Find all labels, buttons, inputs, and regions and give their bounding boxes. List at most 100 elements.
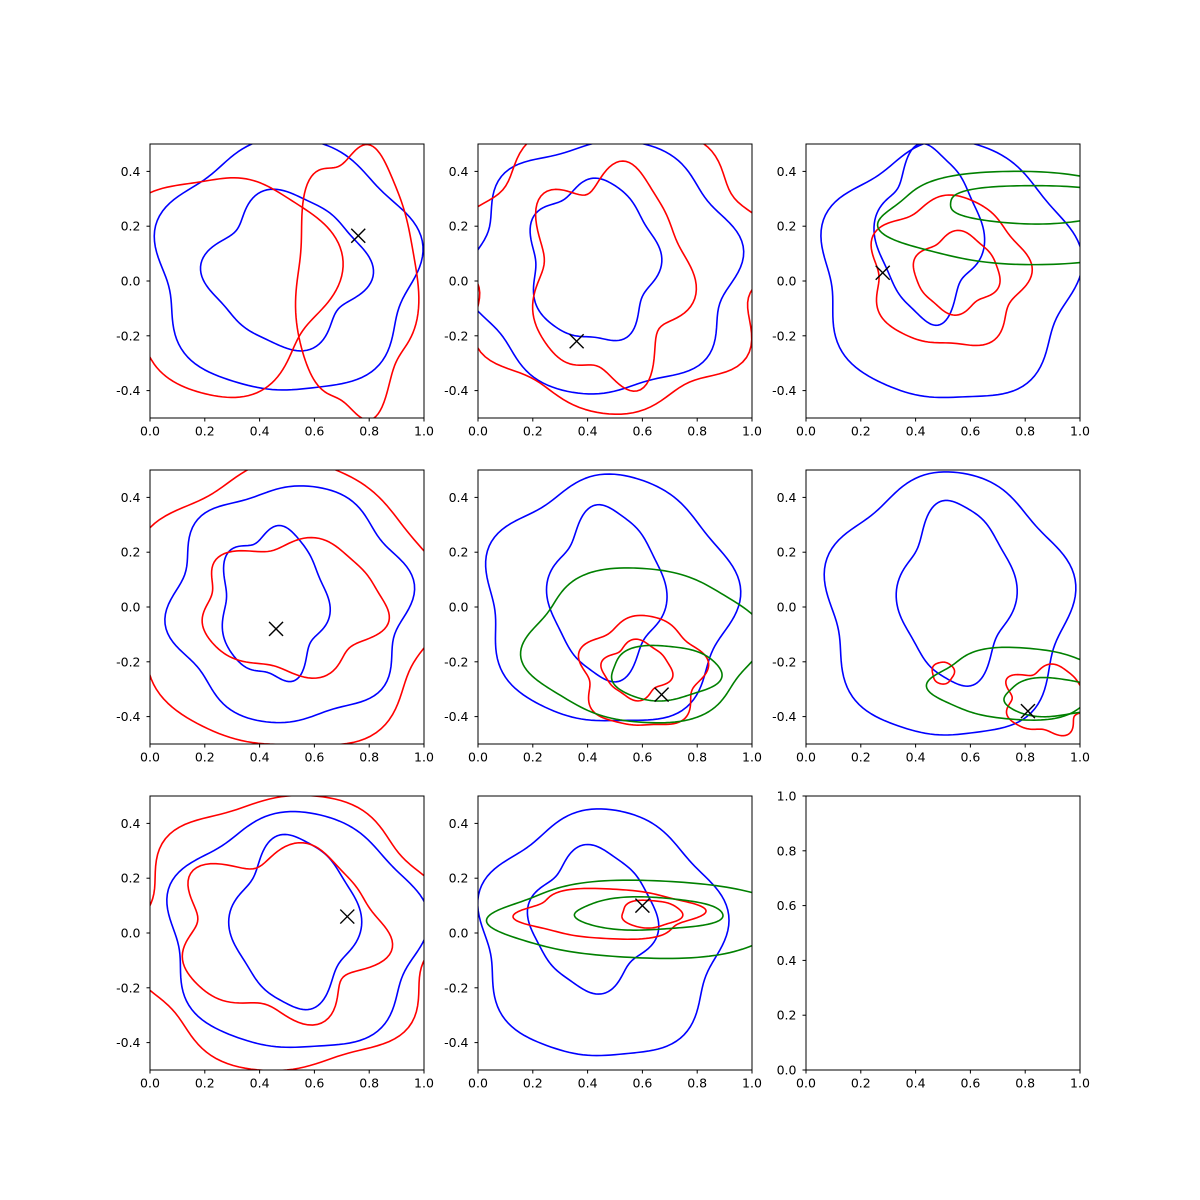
contour-red-2 bbox=[600, 638, 674, 702]
y-tick-label: -0.4 bbox=[116, 383, 140, 398]
x-tick-label: 1.0 bbox=[414, 750, 434, 765]
contour-red-2 bbox=[1005, 663, 1080, 737]
contour-red-1 bbox=[577, 614, 710, 726]
marker-x bbox=[634, 898, 650, 914]
x-tick-label: 0.6 bbox=[304, 1076, 324, 1091]
y-tick-label: 0.4 bbox=[777, 164, 797, 179]
x-tick-label: 0.8 bbox=[687, 1076, 707, 1091]
marker-x bbox=[875, 265, 891, 281]
marker-x bbox=[1020, 703, 1036, 719]
y-tick-label: -0.4 bbox=[772, 709, 796, 724]
contour-blue-1 bbox=[153, 144, 424, 391]
x-tick-label: 0.0 bbox=[796, 1076, 816, 1091]
y-tick-label: 0.0 bbox=[449, 600, 469, 615]
x-tick-label: 0.0 bbox=[796, 750, 816, 765]
contour-red-1 bbox=[931, 661, 956, 685]
x-tick-label: 0.2 bbox=[195, 750, 215, 765]
marker-x bbox=[268, 621, 284, 637]
x-tick-label: 0.8 bbox=[687, 424, 707, 439]
x-tick-label: 0.6 bbox=[304, 424, 324, 439]
x-tick-label: 0.4 bbox=[906, 750, 926, 765]
x-tick-label: 0.8 bbox=[359, 1076, 379, 1091]
y-tick-label: 0.4 bbox=[777, 490, 797, 505]
subplot-row3-col1: 0.0 0.2 0.4 0.6 0.8 1.0 0.4 0.2 0.0 -0.2 -0.4 bbox=[116, 795, 434, 1091]
y-tick-label: -0.4 bbox=[444, 709, 468, 724]
x-tick-label: 0.6 bbox=[960, 424, 980, 439]
y-tick-label: 0.2 bbox=[121, 545, 141, 560]
y-tick-label: 0.4 bbox=[449, 490, 469, 505]
marker-x bbox=[654, 687, 670, 703]
contour-green-1 bbox=[519, 567, 752, 724]
contour-red-1 bbox=[870, 194, 1034, 347]
x-tick-label: 1.0 bbox=[1070, 424, 1090, 439]
contour-red-2 bbox=[531, 160, 698, 392]
x-tick-label: 1.0 bbox=[742, 750, 762, 765]
x-tick-label: 0.2 bbox=[851, 1076, 871, 1091]
x-tick-label: 0.6 bbox=[960, 1076, 980, 1091]
contour-green-2 bbox=[610, 644, 723, 702]
contour-red-2 bbox=[912, 229, 1001, 316]
plot-area bbox=[478, 144, 752, 416]
x-tick-label: 0.2 bbox=[195, 1076, 215, 1091]
y-tick-label: 0.0 bbox=[449, 926, 469, 941]
x-tick-label: 0.4 bbox=[578, 424, 598, 439]
y-tick-label: 0.2 bbox=[777, 545, 797, 560]
x-tick-label: 1.0 bbox=[414, 1076, 434, 1091]
marker-x bbox=[339, 909, 355, 925]
contour-blue-2 bbox=[895, 499, 1018, 687]
x-tick-label: 1.0 bbox=[742, 1076, 762, 1091]
y-tick-label: -0.2 bbox=[444, 328, 468, 343]
contour-blue-2 bbox=[545, 503, 668, 683]
y-tick-label: 0.0 bbox=[777, 1063, 797, 1078]
plot-area bbox=[823, 471, 1080, 737]
x-tick-label: 0.4 bbox=[250, 750, 270, 765]
x-tick-label: 0.0 bbox=[140, 750, 160, 765]
x-tick-label: 0.0 bbox=[468, 750, 488, 765]
axes-frame bbox=[805, 795, 1081, 1071]
y-tick-label: 0.4 bbox=[777, 953, 797, 968]
y-tick-label: -0.2 bbox=[772, 328, 796, 343]
subplot-row3-col2: 0.0 0.2 0.4 0.6 0.8 1.0 0.4 0.2 0.0 -0.2 -0.4 bbox=[444, 795, 762, 1091]
subplot-row2-col2: 0.0 0.2 0.4 0.6 0.8 1.0 0.4 0.2 0.0 -0.2 -0.4 bbox=[444, 469, 762, 765]
y-tick-label: 0.0 bbox=[121, 274, 141, 289]
y-tick-label: 0.2 bbox=[121, 871, 141, 886]
y-tick-label: 1.0 bbox=[777, 789, 797, 804]
y-tick-label: -0.2 bbox=[116, 328, 140, 343]
x-tick-label: 0.0 bbox=[468, 424, 488, 439]
x-tick-label: 0.6 bbox=[960, 750, 980, 765]
y-tick-label: 0.0 bbox=[449, 274, 469, 289]
y-tick-label: -0.4 bbox=[444, 1035, 468, 1050]
x-tick-label: 0.4 bbox=[578, 750, 598, 765]
x-tick-label: 0.6 bbox=[304, 750, 324, 765]
x-tick-label: 0.6 bbox=[632, 424, 652, 439]
y-tick-label: 0.4 bbox=[449, 816, 469, 831]
y-tick-label: 0.2 bbox=[449, 545, 469, 560]
contour-blue-1 bbox=[820, 144, 1080, 399]
x-tick-label: 0.8 bbox=[359, 750, 379, 765]
marker-x bbox=[350, 228, 366, 244]
marker-x bbox=[569, 333, 585, 349]
y-tick-label: 0.2 bbox=[777, 219, 797, 234]
plot-area bbox=[150, 470, 424, 744]
contour-red-2 bbox=[294, 144, 420, 418]
panels-group: 0.0 0.2 0.4 0.6 0.8 1.00.40.20.0-0.2-0.40.0 0.… bbox=[116, 143, 1090, 1091]
y-tick-label: 0.6 bbox=[777, 898, 797, 913]
subplot-row1-col2: 0.0 0.2 0.4 0.6 0.8 1.0 0.4 0.2 0.0 -0.2 -0.4 bbox=[444, 143, 762, 439]
y-tick-label: -0.4 bbox=[116, 709, 140, 724]
x-tick-label: 0.0 bbox=[140, 1076, 160, 1091]
plot-area bbox=[484, 473, 752, 726]
contour-red-1 bbox=[512, 887, 707, 941]
contour-red-2 bbox=[621, 899, 684, 929]
contour-red-1 bbox=[150, 470, 424, 744]
x-tick-label: 0.6 bbox=[632, 1076, 652, 1091]
contour-blue-2 bbox=[529, 177, 663, 342]
contour-green-1 bbox=[876, 170, 1080, 266]
contour-blue-1 bbox=[823, 471, 1077, 736]
y-tick-label: -0.4 bbox=[444, 383, 468, 398]
y-tick-label: 0.0 bbox=[121, 600, 141, 615]
x-tick-label: 0.2 bbox=[523, 424, 543, 439]
contour-green-2 bbox=[573, 895, 724, 931]
x-tick-label: 0.4 bbox=[906, 1076, 926, 1091]
subplot-row1-col3: 0.0 0.2 0.4 0.6 0.8 1.0 0.4 0.2 0.0 -0.2 -0.4 bbox=[772, 143, 1090, 439]
contour-red-2 bbox=[201, 536, 391, 679]
